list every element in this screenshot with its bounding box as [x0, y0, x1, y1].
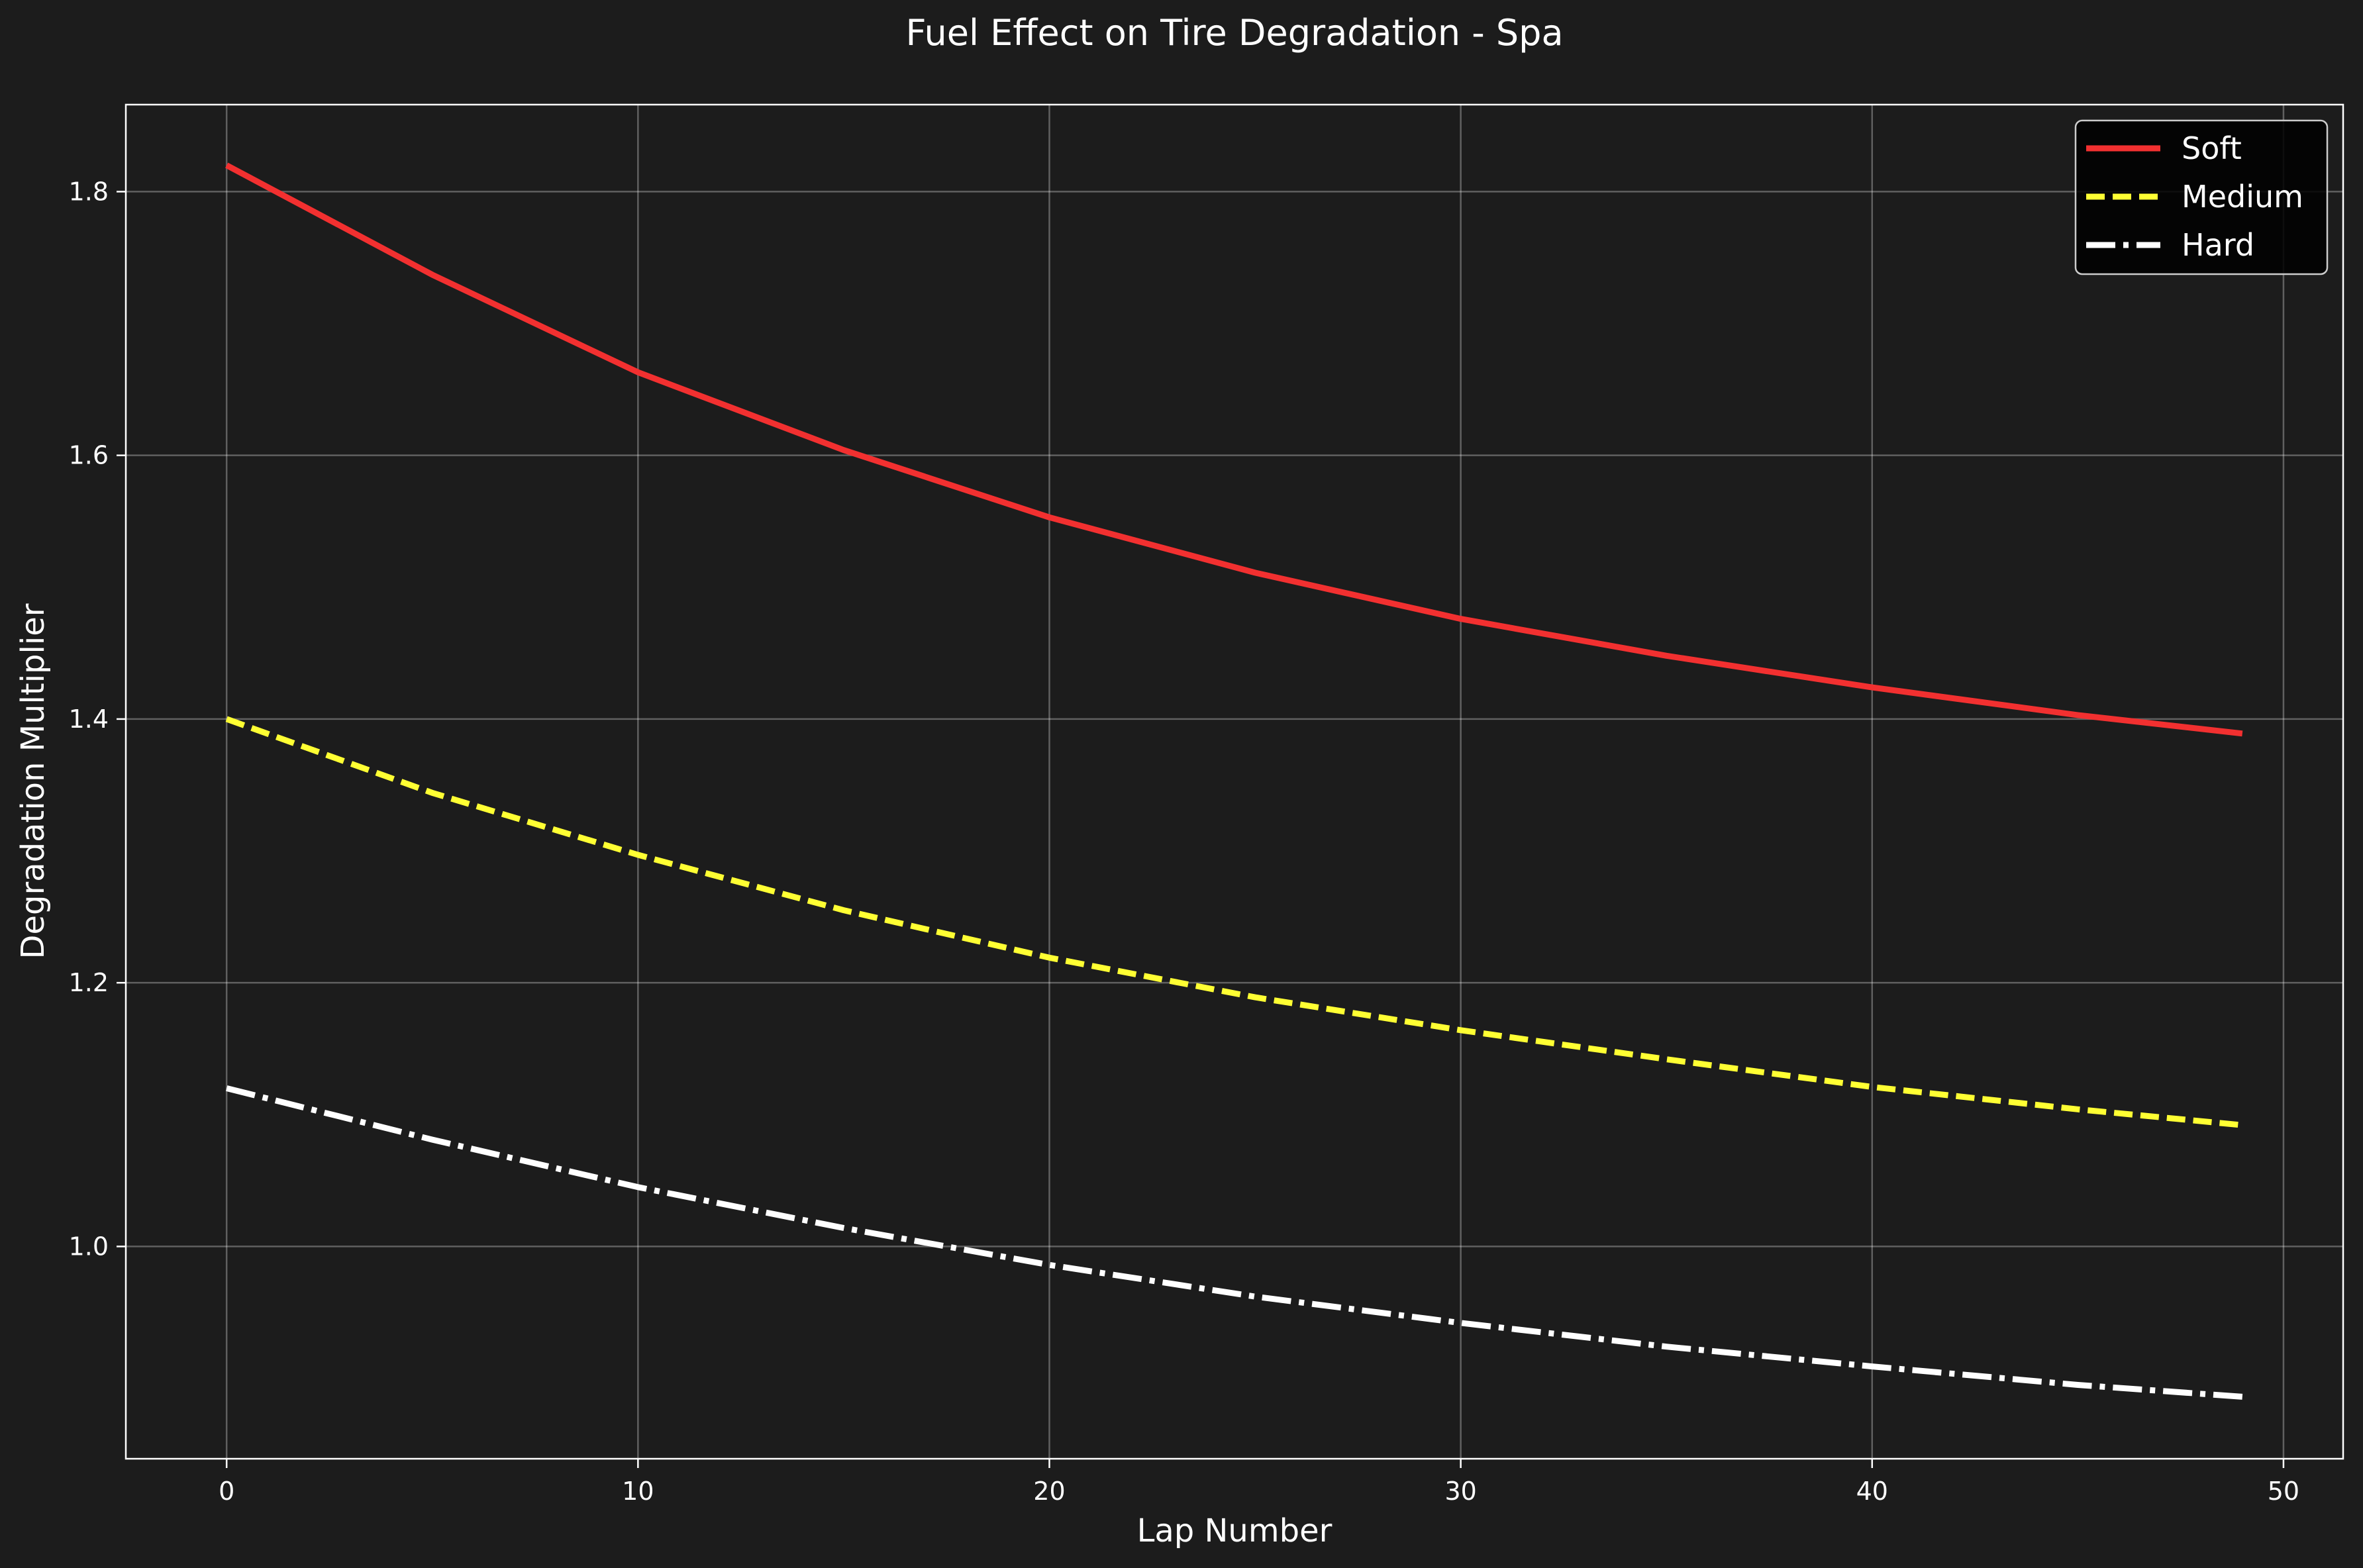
- series-line-medium: [225, 716, 2243, 1128]
- x-tick-label: 20: [1033, 1477, 1065, 1506]
- chart-title: Fuel Effect on Tire Degradation - Spa: [905, 12, 1563, 54]
- legend-label-medium: Medium: [2182, 179, 2303, 215]
- y-tick-label: 1.8: [69, 177, 109, 206]
- y-axis-label: Degradation Multiplier: [15, 603, 52, 959]
- y-tick-label: 1.0: [69, 1232, 109, 1261]
- y-tick-label: 1.2: [69, 968, 109, 997]
- legend-label-hard: Hard: [2182, 227, 2254, 263]
- x-axis-label: Lap Number: [1137, 1512, 1332, 1549]
- series-line-soft: [225, 162, 2243, 737]
- series-lines: [225, 162, 2243, 1400]
- y-tick-label: 1.4: [69, 705, 109, 734]
- x-tick-label: 0: [219, 1477, 234, 1506]
- x-tick-label: 30: [1444, 1477, 1476, 1506]
- legend-label-soft: Soft: [2182, 130, 2242, 166]
- grid: [126, 105, 2343, 1459]
- y-tick-label: 1.6: [69, 441, 109, 470]
- legend-box: [2074, 119, 2329, 275]
- plot-frame: [125, 103, 2344, 1460]
- axis-ticks: 0 10 20 30 40 50 1.0 1.2 1.4 1.6 1.8: [69, 177, 2300, 1506]
- x-tick-label: 50: [2268, 1477, 2299, 1506]
- series-line-hard: [226, 1085, 2243, 1400]
- legend: Soft Medium Hard: [2074, 119, 2329, 275]
- x-tick-label: 10: [622, 1477, 654, 1506]
- x-tick-label: 40: [1856, 1477, 1888, 1506]
